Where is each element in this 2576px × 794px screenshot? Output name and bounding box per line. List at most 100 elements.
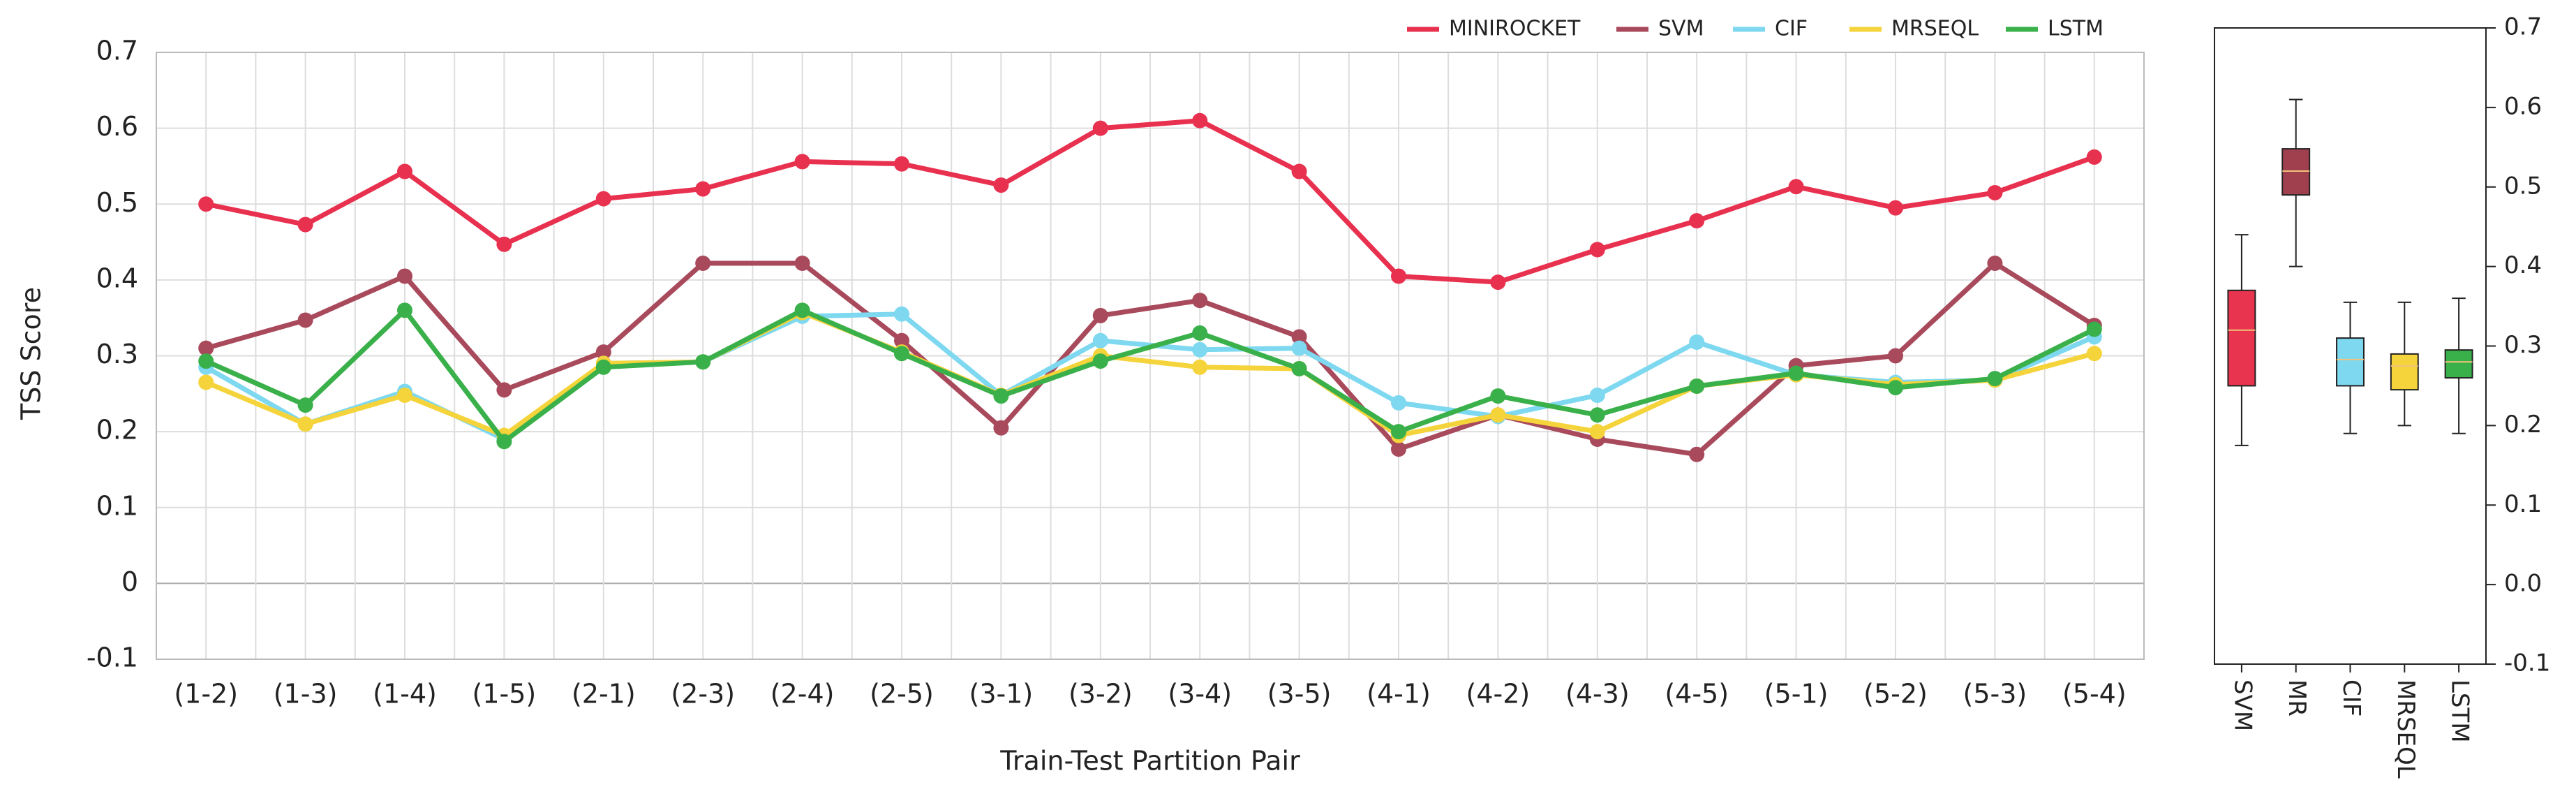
point [1490,407,1506,423]
x-tick-label: (1-3) [274,679,338,710]
point [1092,353,1108,369]
x-tick-label: (4-2) [1466,679,1531,710]
y-tick-label: 0.5 [96,187,138,218]
point [1689,213,1705,229]
y-tick-label: 0.4 [96,263,138,293]
x-tick-label: (1-4) [373,679,437,710]
legend-label: SVM [1658,17,1704,41]
point [894,306,909,322]
point [1888,380,1903,396]
point [1092,120,1108,136]
x-tick-label: (4-1) [1367,679,1431,710]
point [695,354,711,370]
x-tick-label: MRSEQL [2392,679,2420,779]
point [496,236,512,252]
x-tick-label: LSTM [2446,679,2474,743]
point [1391,441,1406,457]
y-tick-label: 0.7 [2504,13,2542,41]
y-tick-label: 0 [121,566,138,597]
legend-label: MRSEQL [1891,17,1979,41]
box [2444,349,2473,379]
series-line [205,260,2096,457]
x-tick-label: (2-1) [572,679,636,710]
y-tick-label: 0.1 [2504,490,2542,518]
point [1391,268,1406,284]
point [1192,293,1208,309]
point [794,302,810,318]
legend: LSTM MRSEQL CIF SVM MINIROCKET [1407,17,2104,41]
point [1192,359,1208,375]
plot-frame [156,52,2145,660]
point [1589,407,1605,423]
point [1092,332,1108,348]
point [595,191,611,207]
y-tick-label: 0.6 [2504,92,2542,120]
point [297,416,313,432]
point [1291,329,1307,345]
y-tick-label: 0.5 [2504,172,2542,200]
series-line [204,307,2096,444]
x-tick-label: (5-3) [1963,679,2027,710]
x-tick-label: (2-5) [870,679,934,710]
point [1888,348,1903,364]
y-tick-label: 0.2 [2504,411,2542,439]
box [2336,337,2365,387]
point [1291,163,1307,179]
point [993,420,1009,436]
point [1589,242,1605,258]
y-tick-label: 0.6 [96,111,138,142]
point [794,255,810,271]
x-tick-label: (2-3) [671,679,735,710]
y-tick-label: 0.4 [2504,251,2542,279]
x-tick-label: (5-2) [1863,679,1928,710]
x-tick-label: (4-5) [1665,679,1729,710]
legend-label: CIF [1775,17,1808,41]
x-tick-label: (1-5) [472,679,537,710]
y-tick-label: 0.3 [96,339,138,369]
y-tick-label: 0.3 [2504,331,2542,359]
point [297,312,313,328]
y-tick-label: 0.1 [96,490,138,521]
box [2227,289,2256,387]
point [397,387,412,403]
point [1589,424,1605,440]
point [894,332,909,348]
point [1192,341,1208,358]
point [198,353,214,369]
point [198,196,214,212]
point [297,397,313,413]
point [397,302,412,318]
point [1391,395,1406,411]
point [1490,388,1506,404]
point [695,181,711,197]
point [1490,274,1506,291]
legend-label: LSTM [2048,17,2104,41]
point [1291,360,1307,376]
x-tick-label: (3-4) [1168,679,1232,710]
point [993,177,1009,193]
point [695,255,711,271]
x-tick-label: (2-4) [770,679,835,710]
point [1987,184,2003,200]
point [198,374,214,390]
point [894,156,909,172]
point [1888,200,1903,216]
point [297,216,313,233]
point [1689,378,1705,394]
y-tick-label: -0.1 [2504,649,2550,677]
point [1391,424,1406,440]
point [1589,387,1605,403]
point [496,434,512,450]
x-tick-label: (3-2) [1069,679,1133,710]
point [1689,334,1705,350]
point [595,344,611,360]
box [2390,353,2419,391]
point [1291,340,1307,356]
point [2086,346,2102,362]
point [397,268,412,284]
point [2086,149,2102,165]
x-tick-label: (5-4) [2062,679,2127,710]
x-tick-label: (5-1) [1764,679,1829,710]
y-tick-label: 0.0 [2504,570,2542,598]
